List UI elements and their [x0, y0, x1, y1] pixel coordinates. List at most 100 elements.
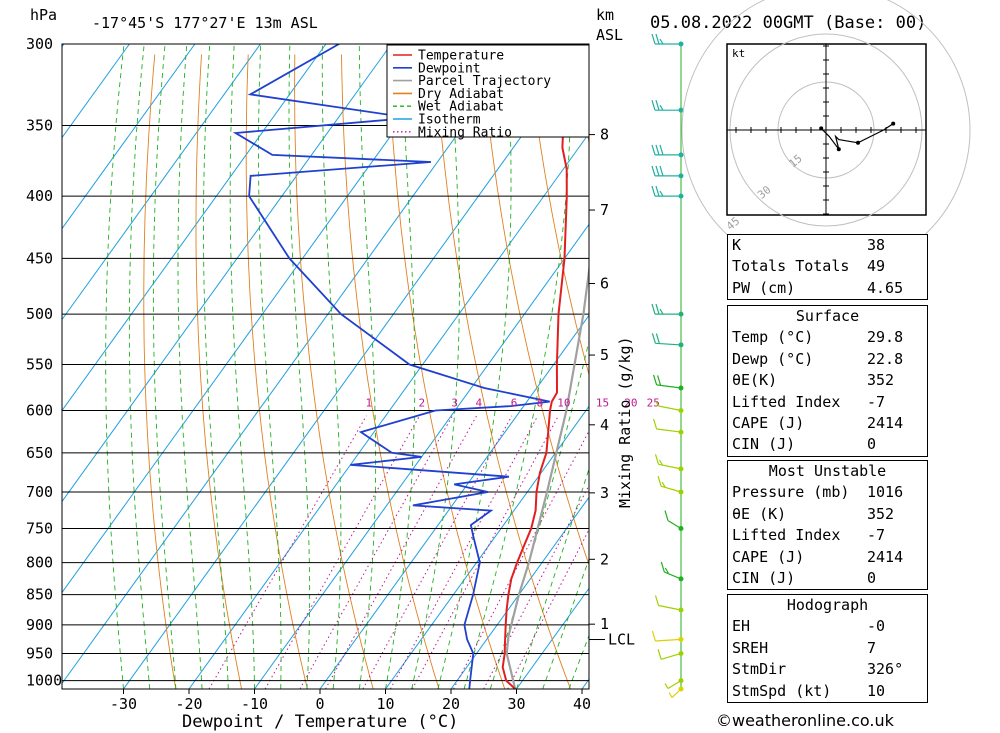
wet-adiabat-line: [358, 45, 377, 689]
mu-row: CAPE (J) 2414: [728, 547, 927, 568]
isotherm-line: [385, 405, 589, 689]
indices-row-k: K 38: [728, 235, 927, 256]
hodograph-unit: kt: [732, 47, 745, 60]
wet-adiabat-line: [321, 45, 342, 689]
km-axis: 1 2 3 4 5 6 7 8 LCL: [589, 126, 635, 649]
parcel-trajectory-line: [505, 262, 589, 689]
surface-key: θE(K): [732, 371, 778, 390]
profile-lines: [232, 44, 589, 689]
mixing-ratio-line: [453, 429, 589, 689]
surface-row: CAPE (J) 2414: [728, 413, 927, 434]
surface-value: 0: [867, 435, 877, 454]
mixing-ratio-label: 20: [624, 397, 637, 410]
legend-label: Mixing Ratio: [418, 125, 512, 140]
wind-barb: [653, 374, 682, 389]
mixing-ratio-label: 3: [451, 397, 458, 410]
pressure-tick-label: 300: [26, 35, 53, 53]
mixing-ratio-label: 8: [537, 397, 544, 410]
mixing-ratio-line: [389, 415, 539, 689]
x-tick-label: 10: [376, 695, 394, 713]
index-value: 49: [867, 257, 886, 276]
mu-key: Pressure (mb): [732, 483, 850, 502]
surface-key: CIN (J): [732, 435, 796, 454]
isotherm-line: [62, 44, 458, 594]
mu-key: CAPE (J): [732, 547, 805, 566]
isotherm-line: [62, 44, 523, 685]
wind-barb: [654, 595, 682, 611]
km-label: km: [596, 6, 614, 24]
surface-key: Dewp (°C): [732, 349, 814, 368]
km-tick-label: 2: [600, 550, 609, 568]
mu-key: Lifted Index: [732, 526, 841, 545]
datetime-title: 05.08.2022 00GMT (Base: 00): [650, 13, 926, 33]
lcl-label: LCL: [608, 631, 635, 649]
wet-adiabat-line: [258, 45, 282, 689]
isotherm-line: [254, 223, 589, 689]
x-tick-label: 20: [442, 695, 460, 713]
wind-barb: [651, 303, 682, 315]
mu-value: 1016: [867, 483, 904, 502]
wind-barb: [664, 510, 682, 530]
dewpoint-line: [232, 44, 550, 689]
hodograph-point: [836, 147, 841, 152]
index-value: 38: [867, 236, 886, 254]
x-tick-label: 0: [315, 695, 324, 713]
most-unstable-title: Most Unstable: [768, 462, 887, 480]
pressure-tick-label: 1000: [26, 672, 62, 690]
surface-key: Lifted Index: [732, 392, 841, 411]
mixing-ratio-line: [208, 415, 367, 689]
wet-adiabat-line: [385, 45, 416, 689]
temperature-axis: -30 -20 -10 0 10 20 30 40: [110, 689, 591, 713]
wind-barbs: [651, 33, 684, 699]
wind-barb: [651, 185, 682, 197]
legend-box: [386, 44, 590, 138]
pressure-tick-label: 400: [26, 187, 53, 205]
pressure-tick-label: 350: [26, 117, 53, 135]
temperature-line: [501, 44, 568, 689]
surface-value: -7: [867, 392, 886, 411]
x-tick-label: 40: [573, 695, 591, 713]
mu-row: Pressure (mb) 1016: [728, 482, 927, 503]
wet-adiabat-line: [128, 45, 151, 689]
pressure-tick-label: 500: [26, 305, 53, 323]
hodo-value: 326°: [867, 660, 904, 679]
index-key: K: [732, 236, 742, 254]
km-tick-label: 7: [600, 201, 609, 219]
wind-barb: [651, 144, 682, 156]
wind-barb: [651, 100, 682, 111]
surface-value: 22.8: [867, 349, 904, 368]
dry-adiabat-line: [995, 55, 1000, 690]
wind-barb: [651, 630, 682, 642]
mixing-ratio-line: [264, 415, 421, 689]
indices-row-pw: PW (cm) 4.65: [728, 278, 927, 299]
pressure-tick-label: 850: [26, 586, 53, 604]
pressure-tick-label: 950: [26, 644, 53, 662]
wind-barb: [651, 165, 682, 177]
mixing-ratio-line: [483, 484, 589, 689]
surface-row: Dewp (°C) 22.8: [728, 349, 927, 370]
indices-panel: K 38 Totals Totals 49 PW (cm) 4.65: [727, 234, 928, 301]
hodo-value: 10: [867, 681, 886, 700]
surface-value: 29.8: [867, 328, 904, 347]
plot-frame: [61, 43, 590, 690]
km-tick-label: 3: [600, 484, 609, 502]
mixing-ratio-label: 1: [366, 397, 373, 410]
hodograph-trace: [820, 123, 894, 150]
x-tick-label: 30: [507, 695, 525, 713]
hodograph-point: [819, 126, 824, 131]
hodo-row: SREH 7: [728, 638, 927, 659]
legend-label: Wet Adiabat: [418, 100, 504, 115]
dry-adiabat-line: [434, 54, 572, 689]
hodo-key: EH: [732, 617, 751, 636]
asl-label: ASL: [596, 26, 623, 44]
credit-link[interactable]: ©weatheronline.co.uk: [716, 711, 894, 730]
hpa-label: hPa: [30, 6, 57, 24]
wind-barb: [653, 418, 682, 433]
mu-key: CIN (J): [732, 568, 796, 587]
km-tick-label: 6: [600, 274, 609, 292]
mixing-ratio-line: [411, 415, 559, 689]
x-tick-label: -30: [110, 695, 137, 713]
pressure-tick-label: 650: [26, 444, 53, 462]
pressure-tick-label: 800: [26, 554, 53, 572]
